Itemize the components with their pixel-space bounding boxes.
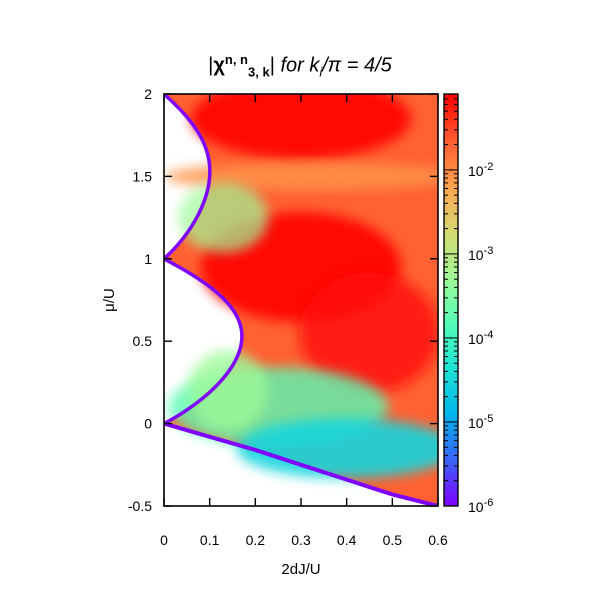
y-tick-label: -0.5 [128,498,152,514]
colorbar-tick-exponent: -4 [484,329,494,341]
colorbar-tick-exponent: -5 [484,413,494,425]
y-axis: -0.5 0 0.5 1 1.5 2 [128,86,438,514]
colorbar-tick-exponent: -3 [484,245,494,257]
chart-title: |χn, n3, k| for ki/π = 4/5 [208,52,392,80]
y-tick-label: 1.5 [133,168,153,184]
y-tick-label: 1 [144,251,152,267]
colorbar-tick-label: 10-5 [468,413,493,431]
colorbar-tick-base: 10 [468,163,484,179]
y-tick-label: 2 [144,86,152,102]
x-axis-label: 2dJ/U [281,561,320,578]
colorbar-tick-label: 10-3 [468,245,493,263]
colorbar-tick-label: 10-2 [468,161,493,179]
hotspot-upper [191,94,411,159]
x-tick-label: 0.3 [291,532,311,548]
x-tick-label: 0.5 [383,532,403,548]
heatmap-layer [164,94,438,506]
hotspot-right [299,272,438,393]
x-tick-label: 0 [160,532,168,548]
cool-band-lower [236,418,438,479]
title-suffix-sub: i [319,64,323,80]
title-suffix-tail: /π = 4/5 [322,54,392,77]
x-axis: 0 0.1 0.2 0.3 0.4 0.5 0.6 [160,94,448,548]
colorbar-tick-base: 10 [468,247,484,263]
mott-lobe-boundary-2 [164,94,212,261]
colorbar-labels: 10-610-510-410-310-2 [468,161,493,515]
mott-lobe-boundary-1 [164,257,244,426]
colorbar-tick-base: 10 [468,331,484,347]
colorbar: 10-610-510-410-310-2 [443,93,493,515]
colorbar-gradient [444,94,458,506]
title-symbol: χ [213,54,225,77]
colorbar-tick-label: 10-6 [468,497,493,515]
y-tick-label: 0 [144,416,152,432]
x-tick-label: 0.1 [200,532,220,548]
boundary-layer [164,94,438,506]
cool-band-lobe-edge [187,350,268,431]
colorbar-tick-base: 10 [468,499,484,515]
colorbar-tick-exponent: -6 [484,497,494,509]
y-axis-label: μ/U [101,288,118,312]
colorbar-tick-base: 10 [468,415,484,431]
x-tick-label: 0.6 [428,532,448,548]
cool-band-upper-lobe [178,182,269,253]
y-tick-label: 0.5 [133,333,153,349]
x-tick-label: 0.2 [246,532,266,548]
title-subscript: 3, k [248,64,270,80]
title-suffix: for k [280,54,320,77]
band-mu-1-5 [164,162,438,191]
lower-boundary [164,421,438,506]
colorbar-tick-label: 10-4 [468,329,493,347]
x-tick-label: 0.4 [337,532,357,548]
colorbar-tick-exponent: -2 [484,161,494,173]
colorbar-frame [443,93,459,507]
title-superscript: n, n [224,52,248,67]
